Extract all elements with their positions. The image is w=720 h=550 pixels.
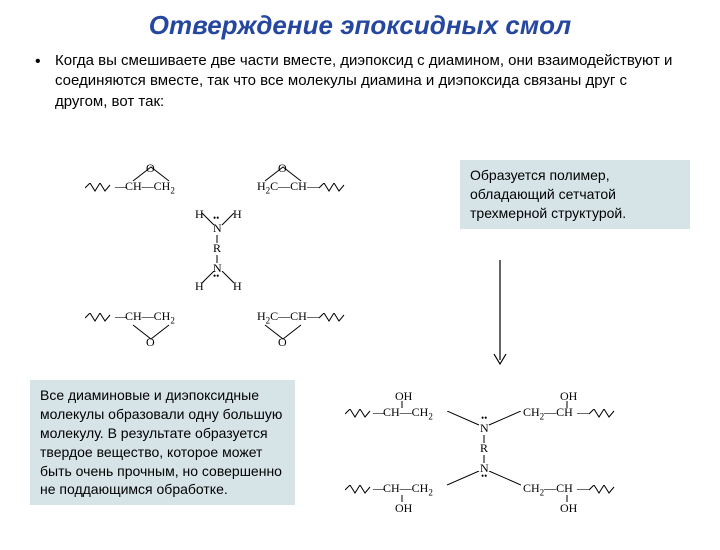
chem-O: O — [278, 161, 287, 176]
paragraph-text: Когда вы смешиваете две части вместе, ди… — [55, 52, 672, 110]
chem-label: CH—CH2 — [383, 405, 433, 421]
bond-line — [202, 271, 234, 285]
chem-OH: OH — [560, 501, 577, 516]
chem-OH: OH — [560, 389, 577, 404]
callout-polymer: Образуется полимер, обладающий сетчатой … — [460, 160, 690, 229]
chem-O: O — [146, 335, 155, 350]
diagram-product: — OH CH—CH2 CH2—CH OH — •• N R N •• — CH… — [345, 385, 685, 545]
intro-paragraph: • Когда вы смешиваете две части вместе, … — [55, 51, 680, 112]
chem-H: H — [195, 279, 204, 294]
zigzag-icon — [345, 409, 373, 419]
chem-O: O — [278, 335, 287, 350]
chem-dash: — — [307, 309, 319, 324]
chem-OH: OH — [395, 389, 412, 404]
reaction-arrow-icon — [490, 260, 510, 370]
chem-H: H — [233, 279, 242, 294]
zigzag-icon — [589, 409, 617, 419]
zigzag-icon — [85, 313, 113, 323]
chem-R: R — [480, 441, 488, 456]
chem-H: H — [233, 207, 242, 222]
chem-R: R — [213, 241, 221, 256]
bond-line — [566, 401, 568, 408]
chem-dash: — — [307, 179, 319, 194]
chem-dash: — — [577, 481, 589, 496]
page-title: Отверждение эпоксидных смол — [0, 10, 720, 41]
chem-N: N — [213, 221, 222, 236]
diagram-reactants: — CH—CH2 O H2C—CH O — H H •• N R N •• H … — [85, 165, 445, 365]
chem-O: O — [146, 161, 155, 176]
chem-label: CH—CH2 — [383, 481, 433, 497]
zigzag-icon — [345, 485, 373, 495]
chem-OH: OH — [395, 501, 412, 516]
zigzag-icon — [319, 183, 347, 193]
zigzag-icon — [589, 485, 617, 495]
zigzag-icon — [319, 313, 347, 323]
chem-dash: — — [577, 405, 589, 420]
callout-result: Все диаминовые и диэпоксидные молекулы о… — [30, 380, 295, 505]
bullet-icon: • — [35, 51, 41, 73]
chem-N: N — [480, 421, 489, 436]
bond-line — [447, 471, 521, 487]
zigzag-icon — [85, 183, 113, 193]
